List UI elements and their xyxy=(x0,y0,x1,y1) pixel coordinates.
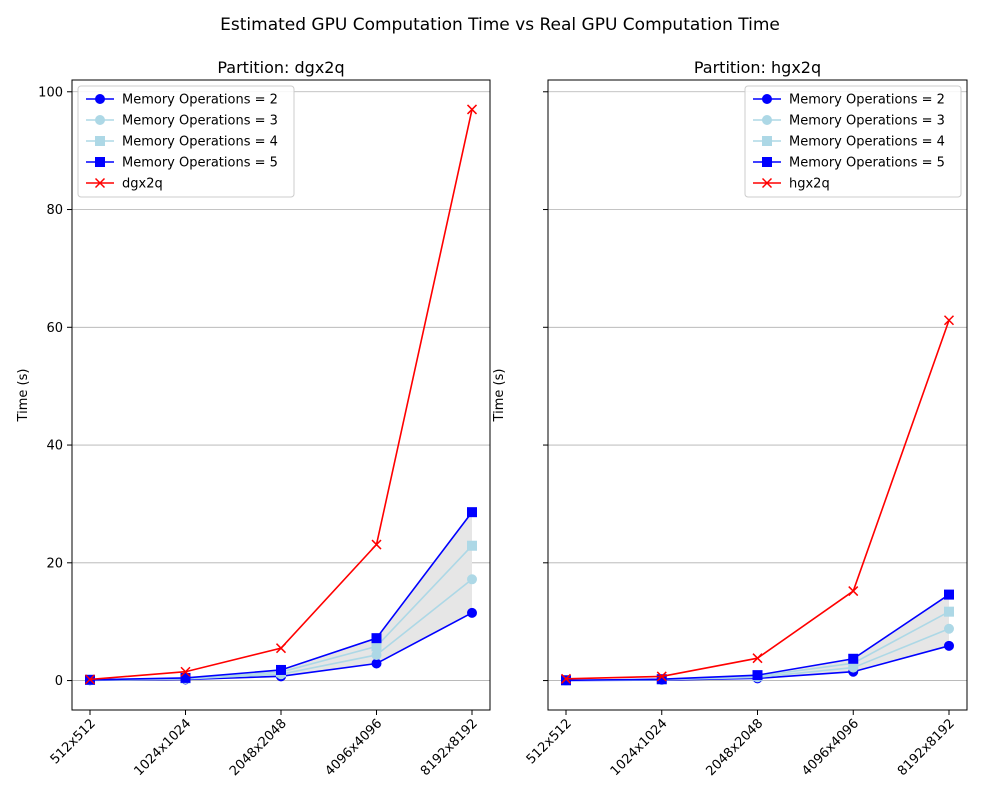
legend-label: Memory Operations = 5 xyxy=(122,156,278,171)
subplot-title: Partition: dgx2q xyxy=(217,58,344,77)
legend-marker xyxy=(95,115,105,125)
data-point xyxy=(371,649,382,660)
subplot-title: Partition: hgx2q xyxy=(694,58,821,77)
legend-marker xyxy=(762,115,772,125)
y-tick-label: 80 xyxy=(46,203,63,218)
data-point xyxy=(371,658,382,669)
y-tick-label: 60 xyxy=(46,321,63,336)
axes-frame xyxy=(71,79,491,711)
data-point xyxy=(371,539,382,550)
data-point xyxy=(371,641,382,652)
data-point xyxy=(560,673,572,684)
legend-box xyxy=(744,85,962,198)
legend-marker xyxy=(95,94,105,104)
data-point xyxy=(467,507,477,518)
legend-marker xyxy=(95,157,105,167)
data-point xyxy=(467,540,477,551)
legend-marker xyxy=(762,157,772,167)
subplot-hgx2q: Partition: hgx2q Time (s) 512x512 1024x1024… xyxy=(492,58,968,779)
x-tick-label: 512x512 xyxy=(524,716,575,767)
legend: Memory Operations = 2 Memory Operations =… xyxy=(744,85,962,198)
y-axis-label: Time (s) xyxy=(492,369,507,423)
data-point xyxy=(371,633,382,644)
legend-marker xyxy=(762,94,772,104)
data-point xyxy=(466,104,478,115)
legend-box xyxy=(77,85,295,198)
data-point xyxy=(944,606,954,617)
legend-label: Memory Operations = 4 xyxy=(789,135,945,150)
data-point xyxy=(180,672,191,683)
axes-frame xyxy=(547,79,968,711)
legend-label: Memory Operations = 3 xyxy=(122,114,278,129)
figure-suptitle: Estimated GPU Computation Time vs Real G… xyxy=(220,15,780,35)
legend-label: Memory Operations = 5 xyxy=(789,156,945,171)
legend-label: Memory Operations = 3 xyxy=(789,114,945,129)
legend: Memory Operations = 2 Memory Operations =… xyxy=(77,85,295,198)
range-band xyxy=(566,594,949,681)
series-line xyxy=(565,319,950,680)
x-tick-label: 1024x1024 xyxy=(608,716,671,779)
data-point xyxy=(467,574,477,585)
data-point xyxy=(848,586,859,597)
y-tick-label: 40 xyxy=(46,439,63,454)
series xyxy=(561,589,954,686)
series xyxy=(560,315,955,684)
data-point xyxy=(944,589,954,600)
data-point xyxy=(180,666,191,677)
y-tick-label: 20 xyxy=(46,556,63,571)
x-tick-label: 8192x8192 xyxy=(895,716,958,779)
x-tick-label: 4096x4096 xyxy=(322,716,385,779)
legend-marker xyxy=(95,136,105,146)
data-point xyxy=(275,643,287,654)
data-point xyxy=(944,623,954,634)
legend-marker xyxy=(94,177,106,189)
legend-label: Memory Operations = 2 xyxy=(789,93,945,108)
legend-label: hgx2q xyxy=(789,177,830,192)
x-tick-label: 512x512 xyxy=(48,716,99,767)
x-tick-label: 2048x2048 xyxy=(703,716,766,779)
data-point xyxy=(943,315,955,326)
data-point xyxy=(656,674,667,685)
data-point xyxy=(561,675,571,686)
data-point xyxy=(276,664,286,675)
x-tick-label: 4096x4096 xyxy=(799,716,862,779)
data-point xyxy=(848,653,859,664)
data-point xyxy=(752,670,763,681)
data-point xyxy=(467,607,477,618)
y-tick-label: 0 xyxy=(55,674,63,689)
data-point xyxy=(944,640,954,651)
data-point xyxy=(84,674,96,685)
y-tick-label: 100 xyxy=(38,85,63,100)
x-tick-label: 8192x8192 xyxy=(418,716,481,779)
legend-marker xyxy=(762,136,772,146)
range-band xyxy=(90,512,472,681)
legend-label: Memory Operations = 4 xyxy=(122,135,278,150)
subplot-dgx2q: Partition: dgx2q 0 20 40 60 80 100 Time (s) 512x… xyxy=(16,58,491,779)
data-point xyxy=(656,671,667,682)
data-point xyxy=(752,653,763,664)
legend-marker xyxy=(761,177,773,189)
x-tick-label: 2048x2048 xyxy=(227,716,290,779)
legend-label: Memory Operations = 2 xyxy=(122,93,278,108)
y-axis-label: Time (s) xyxy=(16,369,31,423)
series xyxy=(84,104,478,685)
legend-label: dgx2q xyxy=(122,177,163,192)
x-tick-label: 1024x1024 xyxy=(131,716,194,779)
